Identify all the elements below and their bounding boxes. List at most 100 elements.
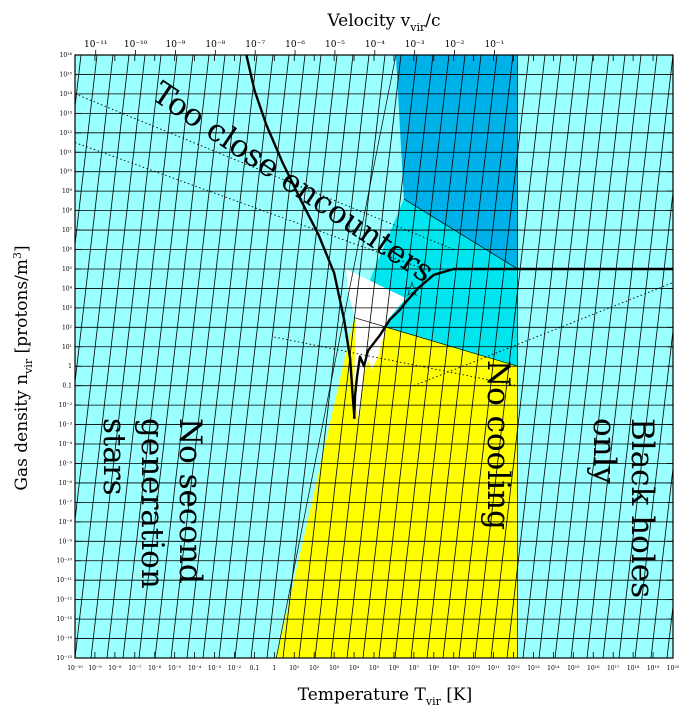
- hatch-slanted: [586, 55, 658, 658]
- top-tick-label: 10⁻¹⁰: [124, 40, 148, 50]
- hatch-slanted: [490, 55, 562, 658]
- y-tick-label: 10⁻⁹: [59, 538, 73, 545]
- top-axis-title: Velocity vvir/c: [326, 11, 440, 34]
- x-tick-label: 10⁷: [409, 665, 420, 672]
- x-tick-label: 10⁻⁸: [108, 665, 122, 672]
- region-dense: [395, 55, 518, 269]
- top-tick-label: 10⁻¹¹: [84, 40, 107, 50]
- x-tick-label: 10⁻¹⁰: [67, 665, 83, 672]
- region-no-cooling: [276, 317, 518, 658]
- hatch-slanted: [0, 55, 1, 658]
- y-tick-label: 10⁻¹⁴: [56, 636, 72, 643]
- y-tick-label: 10⁴: [62, 285, 73, 292]
- y-tick-label: 10⁻⁷: [59, 499, 73, 506]
- x-tick-label: 10⁻⁹: [88, 665, 102, 672]
- hatch-slanted: [298, 55, 370, 658]
- hatch-slanted: [602, 55, 673, 658]
- x-tick-label: 10¹⁴: [547, 665, 560, 672]
- x-tick-label: 10⁻⁵: [168, 665, 182, 672]
- region-galaxies: [346, 269, 406, 419]
- hatch-slanted: [378, 55, 450, 658]
- y-tick-label: 10⁶: [62, 247, 73, 254]
- hatch-slanted: [683, 55, 693, 658]
- y-tick-label: 10¹⁵: [60, 71, 73, 78]
- y-tick-label: 10⁻⁸: [59, 519, 73, 526]
- hatch-slanted: [426, 55, 498, 658]
- hatch-slanted: [538, 55, 610, 658]
- region-boundary-3: [275, 55, 397, 658]
- y-tick-label: 10⁻²: [59, 402, 73, 409]
- x-tick-label: 10²⁰: [667, 665, 680, 672]
- y-tick-label: 10¹⁰: [60, 169, 73, 176]
- no-second-generation-stars-label: No second generation stars: [96, 418, 208, 599]
- x-tick-label: 10¹¹: [487, 665, 499, 672]
- top-tick-label: 10⁻⁹: [166, 40, 186, 50]
- y-tick-label: 10⁻³: [59, 422, 73, 429]
- y-tick-label: 1: [68, 363, 72, 370]
- hatch-slanted: [650, 465, 673, 658]
- dotted-reference-line: [413, 282, 673, 387]
- y-tick-label: 10¹¹: [60, 149, 72, 156]
- y-tick-label: 10¹⁴: [60, 91, 73, 98]
- top-tick-label: 10⁻¹: [484, 40, 504, 50]
- region-close-encounters: [354, 198, 518, 367]
- hatch-slanted: [90, 55, 162, 658]
- hatch-slanted: [634, 327, 673, 658]
- hatch-slanted: [250, 55, 322, 658]
- hatch-slanted: [75, 55, 146, 658]
- x-tick-label: 10⁴: [349, 665, 360, 672]
- hatch-slanted: [75, 55, 130, 524]
- hatch-slanted: [282, 55, 354, 658]
- hatch-slanted: [442, 55, 514, 658]
- cooling-curve: [352, 267, 673, 419]
- top-tick-label: 10⁻⁴: [365, 40, 385, 50]
- hatch-slanted: [170, 55, 242, 658]
- x-tick-label: 10²: [309, 665, 320, 672]
- hatch-slanted: [154, 55, 226, 658]
- hatch-slanted: [106, 55, 178, 658]
- y-tick-label: 10²: [62, 324, 73, 331]
- hatch-slanted: [506, 55, 578, 658]
- x-tick-label: 10¹⁵: [567, 665, 580, 672]
- black-holes-only-label: Black holes only: [586, 418, 660, 608]
- y-tick-label: 10⁻¹⁰: [56, 558, 72, 565]
- hatch-slanted: [75, 55, 98, 248]
- x-tick-label: 10⁶: [389, 665, 400, 672]
- hatch-slanted: [362, 55, 434, 658]
- hatch-slanted: [474, 55, 546, 658]
- top-tick-label: 10⁻⁸: [205, 40, 225, 50]
- star-marker: ☆: [403, 277, 421, 301]
- hatch-slanted: [234, 55, 306, 658]
- x-tick-label: 10⁻⁶: [148, 665, 162, 672]
- y-tick-label: 10⁸: [62, 208, 73, 215]
- y-tick-label: 10⁻⁶: [59, 480, 73, 487]
- hatch-slanted: [554, 55, 626, 658]
- hatch-slanted: [0, 55, 65, 658]
- x-axis-title: Temperature Tvir [K]: [298, 685, 473, 708]
- y-tick-label: 10⁷: [62, 227, 73, 234]
- y-tick-label: 10³: [62, 305, 73, 312]
- hatch-slanted: [410, 55, 482, 658]
- hatch-slanted: [75, 55, 114, 386]
- x-tick-label: 10⁻⁷: [128, 665, 142, 672]
- hatch-slanted: [522, 55, 594, 658]
- axes: 10⁻¹⁰ 10⁻⁹ 10⁻⁸ 10⁻⁷ 10⁻⁶ 10⁻⁵ 10⁻⁴ 10⁻³ 10⁻² 0.1…: [56, 40, 679, 672]
- top-tick-label: 10⁻⁵: [325, 40, 345, 50]
- hatch-slanted: [202, 55, 274, 658]
- y-tick-label: 10⁻¹¹: [56, 577, 72, 584]
- y-tick-label: 10⁻¹³: [56, 616, 72, 623]
- hatch-slanted: [458, 55, 530, 658]
- hatch-slanted: [394, 55, 466, 658]
- plot-area: [0, 55, 693, 658]
- hatch-slanted: [346, 55, 418, 658]
- y-tick-label: 10¹²: [60, 130, 73, 137]
- x-tick-label: 10³: [329, 665, 340, 672]
- x-tick-label: 10¹⁶: [587, 665, 600, 672]
- y-tick-label: 10¹: [62, 344, 72, 351]
- y-tick-label: 10⁹: [62, 188, 73, 195]
- hatch-slanted: [570, 55, 642, 658]
- top-tick-label: 10⁻⁷: [245, 40, 265, 50]
- y-tick-label: 10¹⁶: [60, 52, 73, 59]
- hatch-slanted: [138, 55, 210, 658]
- y-tick-label: 10⁻⁵: [59, 460, 73, 467]
